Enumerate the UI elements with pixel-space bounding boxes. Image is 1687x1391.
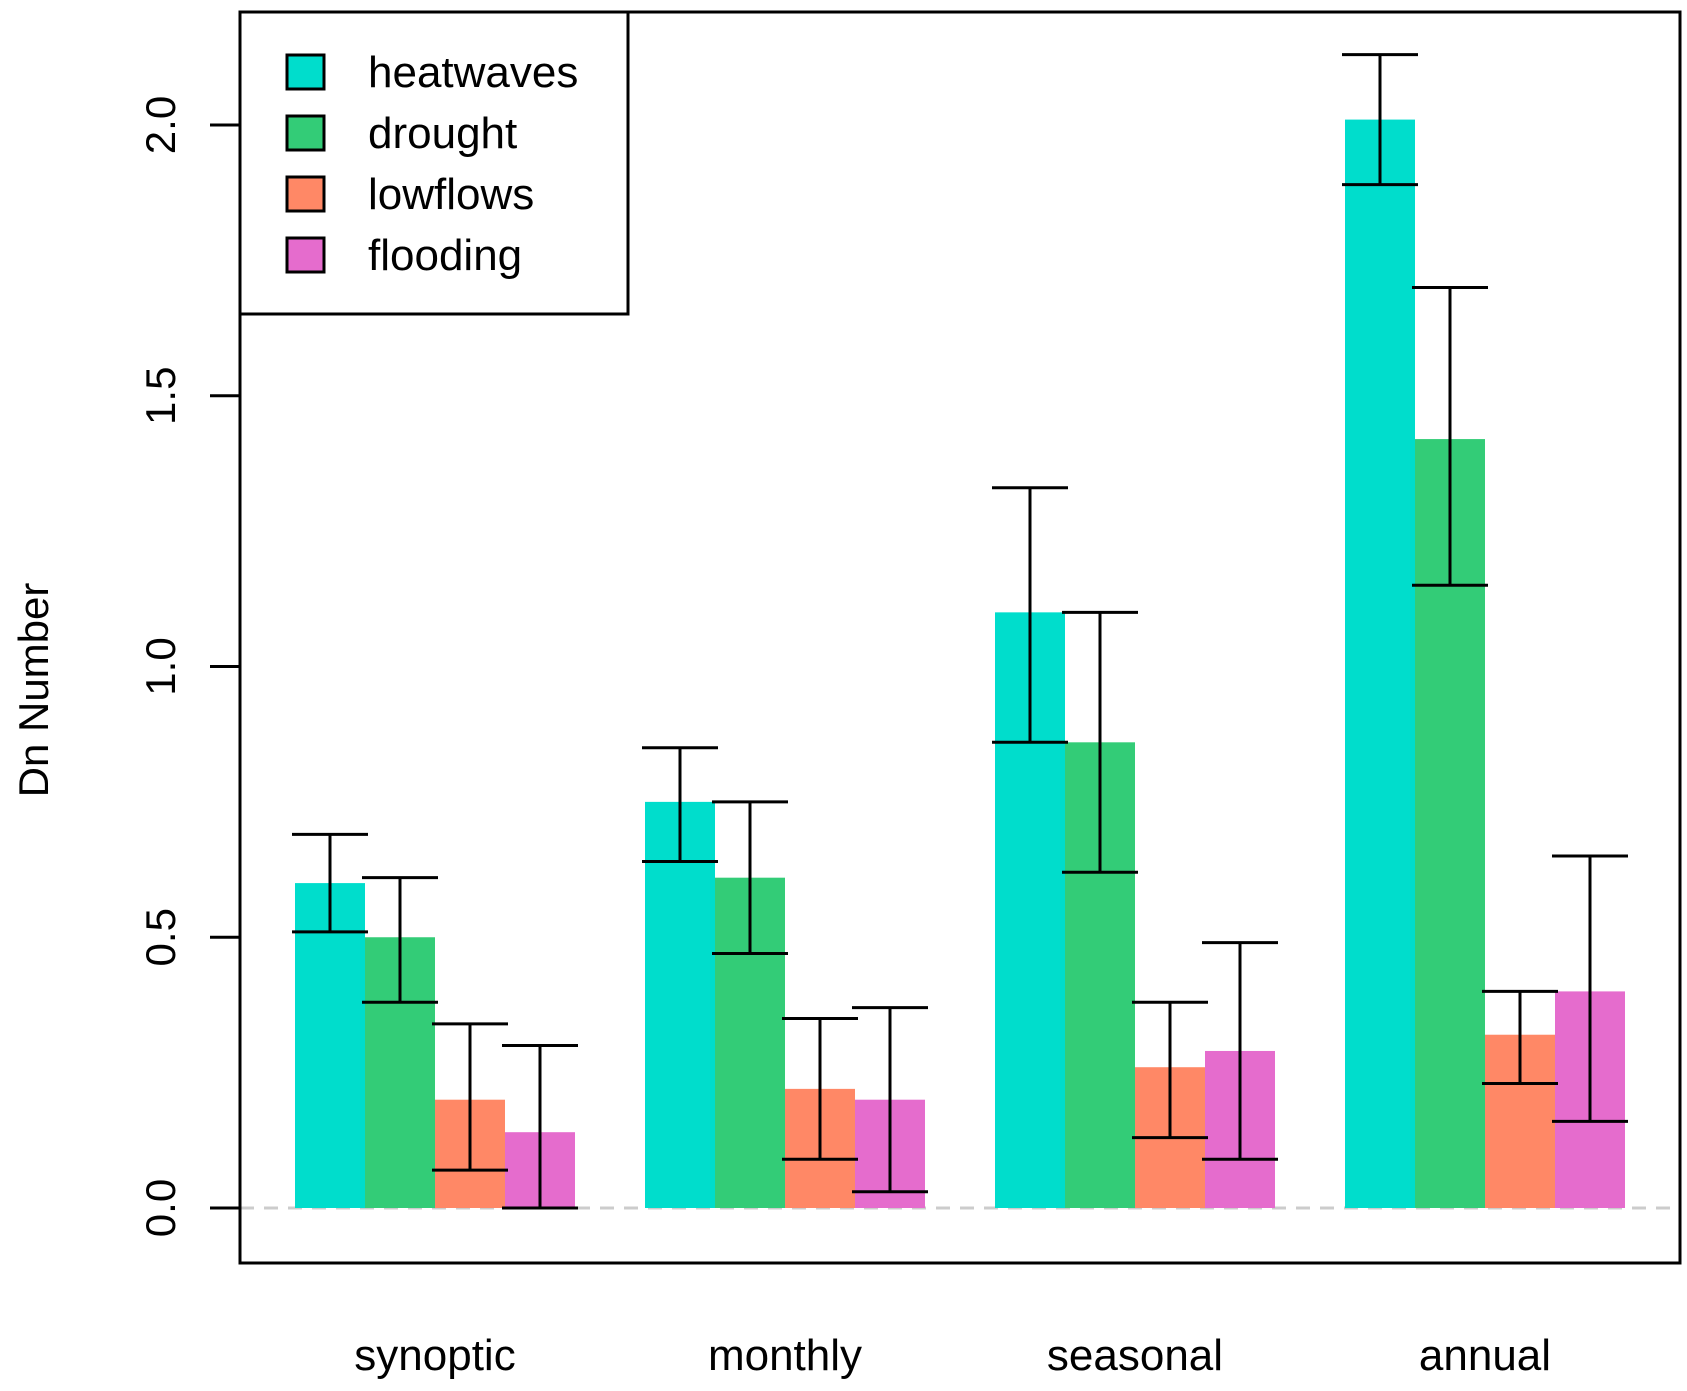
error-bar-heatwaves-annual [1342,53,1418,187]
legend: heatwaves drought lowflows flooding [238,10,630,316]
error-bar-lowflows-annual [1482,989,1558,1085]
bar-heatwaves-annual [1345,119,1415,1209]
error-bar-lowflows-monthly [782,1016,858,1161]
x-tick-label-annual: annual [1419,1331,1551,1380]
legend-label-flooding: flooding [368,231,522,280]
legend-swatch-flooding [285,236,326,274]
bars [295,119,1625,1209]
legend-swatch-lowflows [285,175,326,213]
error-bar-heatwaves-seasonal [992,486,1068,744]
legend-swatch-drought [285,114,326,152]
error-bar-heatwaves-synoptic [292,832,368,934]
legend-swatch-heatwaves [285,53,326,91]
x-tick-label-monthly: monthly [708,1331,862,1380]
y-tick-label: 1.5 [137,367,184,425]
legend-label-heatwaves: heatwaves [368,48,578,97]
error-bar-drought-monthly [712,800,788,955]
legend-label-drought: drought [368,109,517,158]
error-bar-lowflows-seasonal [1132,1000,1208,1140]
error-bar-lowflows-synoptic [432,1022,508,1172]
y-tick-label: 1.0 [137,637,184,695]
error-bar-drought-seasonal [1062,610,1138,874]
error-bar-drought-synoptic [362,876,438,1004]
error-bar-flooding-annual [1552,854,1628,1123]
error-bar-flooding-synoptic [502,1044,578,1210]
legend-label-lowflows: lowflows [368,170,534,219]
y-tick-label: 0.0 [137,1179,184,1237]
bar-heatwaves-synoptic [295,883,365,1208]
error-bars [292,53,1628,1210]
error-bar-drought-annual [1412,285,1488,587]
error-bar-heatwaves-monthly [642,746,718,863]
error-bar-flooding-monthly [852,1006,928,1194]
bar-heatwaves-monthly [645,801,715,1208]
x-axis-category-labels: synoptic monthly seasonal annual [354,1331,1551,1380]
y-tick-label: 2.0 [137,96,184,154]
x-tick-label-seasonal: seasonal [1047,1331,1223,1380]
y-axis-title: Dn Number [10,583,57,798]
y-tick-label: 0.5 [137,908,184,966]
error-bar-flooding-seasonal [1202,941,1278,1161]
x-tick-label-synoptic: synoptic [354,1331,515,1380]
